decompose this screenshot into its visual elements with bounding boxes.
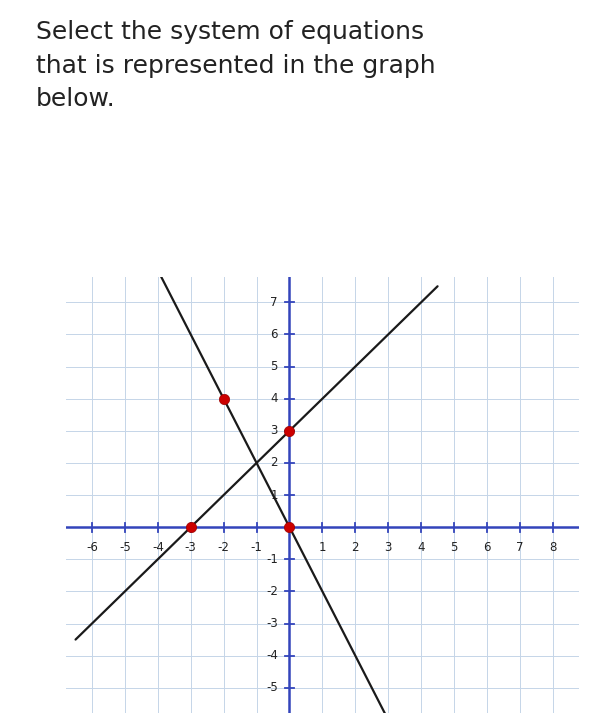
Text: 2: 2	[270, 456, 278, 470]
Text: -3: -3	[266, 617, 278, 630]
Text: 5: 5	[450, 541, 458, 554]
Text: 1: 1	[270, 488, 278, 502]
Text: -4: -4	[266, 649, 278, 662]
Text: 4: 4	[417, 541, 425, 554]
Text: -1: -1	[251, 541, 263, 554]
Text: -5: -5	[119, 541, 131, 554]
Text: -2: -2	[266, 585, 278, 598]
Point	[285, 425, 294, 437]
Point	[285, 521, 294, 533]
Text: -4: -4	[152, 541, 164, 554]
Text: 8: 8	[549, 541, 556, 554]
Text: -3: -3	[185, 541, 196, 554]
Text: Select the system of equations
that is represented in the graph
below.: Select the system of equations that is r…	[36, 20, 435, 111]
Text: -1: -1	[266, 553, 278, 566]
Point	[219, 393, 229, 405]
Text: 7: 7	[516, 541, 524, 554]
Text: 7: 7	[270, 296, 278, 309]
Text: 5: 5	[270, 360, 278, 373]
Text: -5: -5	[266, 681, 278, 695]
Text: -6: -6	[86, 541, 98, 554]
Text: 3: 3	[384, 541, 392, 554]
Text: 6: 6	[483, 541, 491, 554]
Text: -2: -2	[218, 541, 230, 554]
Text: 2: 2	[352, 541, 359, 554]
Text: 3: 3	[270, 424, 278, 438]
Text: 1: 1	[319, 541, 326, 554]
Text: 4: 4	[270, 392, 278, 405]
Text: 6: 6	[270, 328, 278, 341]
Point	[186, 521, 195, 533]
